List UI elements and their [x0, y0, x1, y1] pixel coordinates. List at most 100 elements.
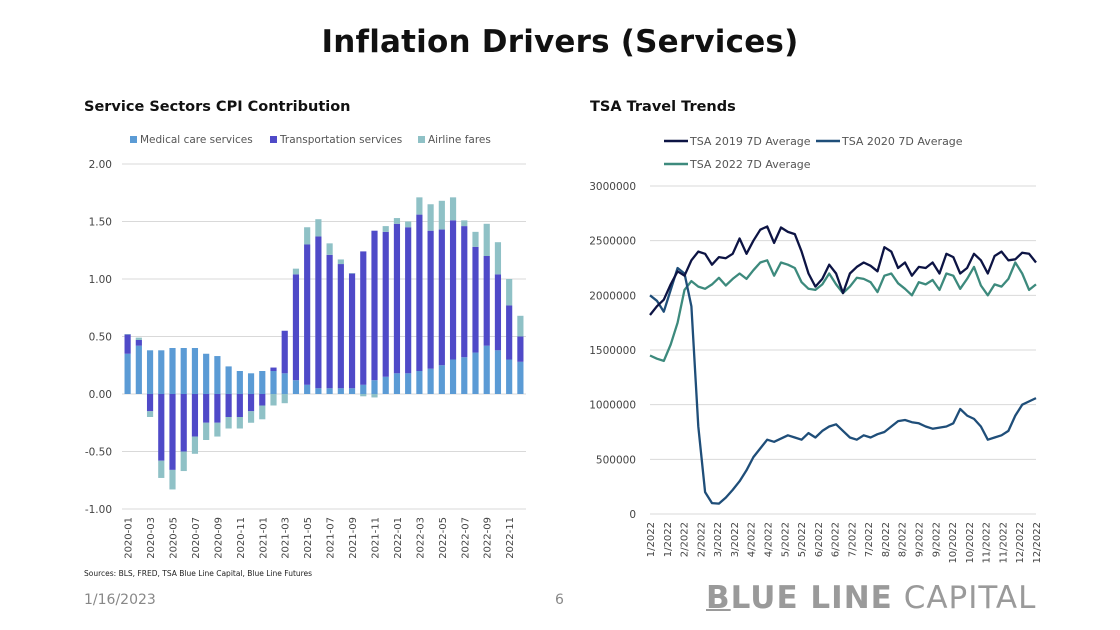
x-tick-label: 2022-01 [393, 517, 404, 559]
bar-segment [337, 264, 344, 389]
tsa-2019-line [649, 225, 1037, 316]
x-tick-label: 2022-07 [460, 517, 471, 559]
x-tick-label: 2020-07 [191, 517, 202, 559]
bar-segment [124, 334, 131, 335]
bar-segment [337, 388, 344, 394]
y-tick-label: 2000000 [590, 290, 636, 302]
y-tick-label: -0.50 [85, 447, 112, 459]
sources-note: Sources: BLS, FRED, TSA Blue Line Capita… [84, 569, 313, 578]
bar-segment [158, 350, 165, 394]
x-tick-label: 2022-05 [438, 517, 449, 559]
page-title: Inflation Drivers (Services) [321, 24, 799, 60]
y-tick-label: 1.50 [89, 217, 112, 229]
bar-segment [180, 348, 187, 394]
bar-segment [124, 334, 131, 354]
x-tick-label: 2020-11 [236, 517, 247, 559]
bar-segment [191, 394, 199, 437]
x-tick-label: 8/2022 [898, 522, 909, 557]
bar-segment [348, 273, 356, 274]
x-tick-label: 4/2022 [747, 522, 758, 557]
bar-segment [461, 357, 468, 394]
legend-label-1: TSA 2020 7D Average [841, 135, 963, 148]
x-tick-label: 1/2022 [646, 522, 657, 557]
x-tick-label: 3/2022 [730, 522, 741, 557]
page-number: 6 [555, 592, 564, 608]
bar-segment [393, 373, 401, 394]
y-tick-label: -1.00 [85, 504, 112, 516]
bar-segment [304, 384, 311, 394]
brand-light: CAPITAL [903, 580, 1037, 616]
bar-segment [438, 365, 445, 394]
bar-segment [146, 350, 154, 394]
bar-segment [427, 368, 434, 394]
brand-bold: BLUE LINE [706, 580, 893, 616]
tsa-2020-line [649, 266, 1037, 505]
x-tick-label: 5/2022 [780, 522, 791, 557]
bar-segment [281, 373, 288, 394]
x-tick-label: 5/2022 [797, 522, 808, 557]
legend-label-2: Airline fares [428, 134, 491, 146]
bar-segment [180, 451, 187, 472]
y-tick-label: 1500000 [590, 345, 636, 357]
brand-bold-rest: LUE LINE [730, 580, 893, 616]
brand-logo: BLUE LINE CAPITAL [706, 580, 1036, 616]
x-tick-label: 2/2022 [696, 522, 707, 557]
x-tick-label: 9/2022 [931, 522, 942, 557]
bar-segment [393, 218, 401, 224]
bar-segment [427, 230, 434, 369]
bar-segment [236, 394, 243, 417]
bar-segment [191, 436, 199, 454]
bar-segment [135, 339, 142, 346]
bar-segment [517, 315, 524, 337]
legend-label-2: TSA 2022 7D Average [689, 158, 811, 171]
bar-segment [214, 422, 221, 437]
legend-label-1: Transportation services [279, 134, 402, 146]
y-tick-label: 1000000 [590, 400, 636, 412]
x-tick-label: 6/2022 [814, 522, 825, 557]
y-tick-label: 3000000 [590, 181, 636, 193]
x-tick-label: 2020-05 [169, 517, 180, 559]
y-tick-label: 1.00 [89, 274, 112, 286]
bar-segment [214, 356, 221, 394]
bar-segment [506, 305, 513, 360]
bar-segment [405, 227, 412, 374]
bar-segment [449, 197, 457, 221]
bar-segment [315, 219, 322, 237]
x-tick-label: 12/2022 [1015, 522, 1026, 564]
right-chart-title: TSA Travel Trends [590, 99, 736, 115]
bar-segment [225, 366, 232, 394]
bar-segment [326, 243, 333, 255]
bar-segment [483, 223, 490, 256]
bar-segment [416, 197, 423, 215]
bar-segment [247, 394, 255, 412]
bar-segment [382, 226, 389, 232]
tsa-2022-line [649, 259, 1037, 363]
bar-segment [191, 348, 199, 394]
footer-date: 1/16/2023 [84, 592, 156, 608]
bar-segment [158, 394, 165, 461]
bar-segment [494, 242, 502, 275]
x-tick-label: 2021-07 [326, 517, 337, 559]
x-tick-label: 1/2022 [663, 522, 674, 557]
x-tick-label: 11/2022 [998, 522, 1009, 564]
bar-segment [236, 417, 243, 429]
bar-segment [449, 359, 457, 394]
bar-segment [169, 469, 176, 490]
bar-segment [146, 394, 154, 412]
bar-segment [472, 352, 479, 394]
bar-segment [360, 251, 367, 385]
bar-segment [135, 337, 142, 340]
bar-segment [494, 350, 502, 394]
y-tick-label: 500000 [596, 454, 636, 466]
bar-segment [247, 411, 255, 423]
bar-segment [438, 200, 445, 230]
bar-segment [405, 221, 412, 228]
x-tick-label: 2022-11 [505, 517, 516, 559]
bar-segment [124, 353, 131, 394]
bar-segment [169, 348, 176, 394]
bar-segment [382, 376, 389, 394]
bar-segment [472, 231, 479, 247]
bar-segment [371, 230, 378, 381]
left-chart-title: Service Sectors CPI Contribution [84, 99, 351, 115]
legend-swatch-2 [418, 136, 425, 143]
